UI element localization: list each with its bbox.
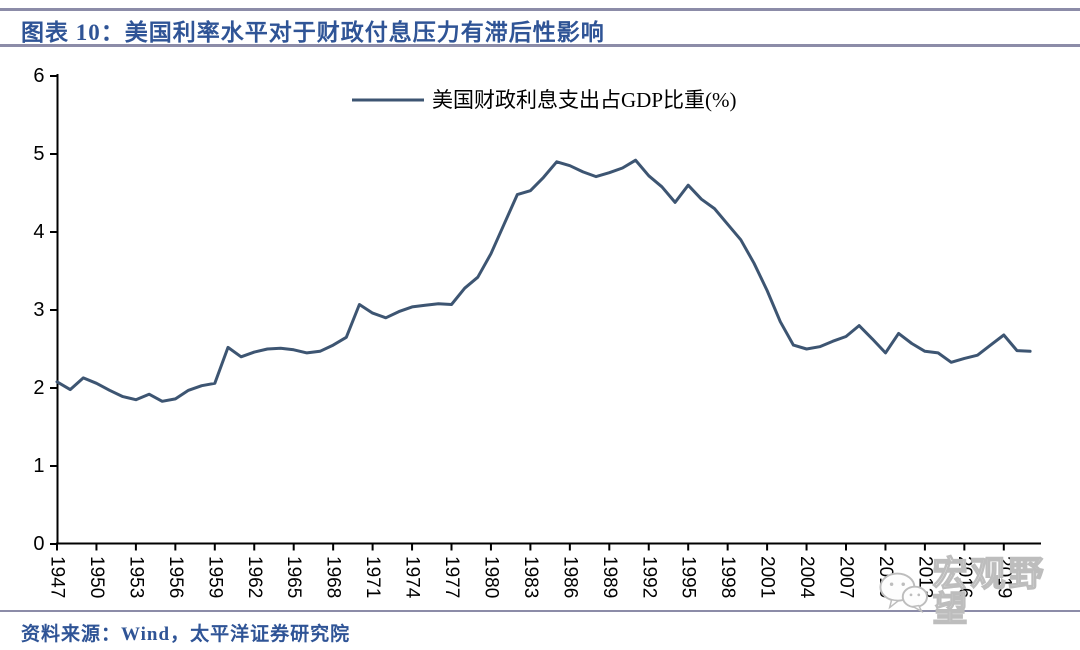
y-tick-label: 0 [33, 533, 44, 555]
y-axis: 0 1 2 3 4 5 6 [33, 65, 58, 555]
x-tick-label: 1980 [480, 556, 501, 598]
x-tick-label: 1986 [559, 556, 580, 598]
y-tick-label: 5 [33, 143, 44, 165]
header-rule-top [0, 8, 1080, 11]
figure-title: 图表 10：美国利率水平对于财政付息压力有滞后性影响 [21, 20, 605, 45]
x-tick-label: 1989 [599, 556, 620, 598]
x-tick-label: 1977 [441, 556, 462, 598]
y-tick-label: 2 [33, 377, 44, 399]
x-tick-label: 1956 [165, 556, 186, 598]
y-tick-label: 6 [33, 65, 44, 87]
header-rule-bottom [0, 44, 1080, 47]
series-line [55, 158, 1032, 403]
x-tick-label: 1968 [323, 556, 344, 598]
x-tick-label: 1974 [402, 556, 423, 599]
x-tick-label: 2019 [993, 556, 1014, 598]
x-tick-label: 1953 [125, 556, 146, 598]
y-tick-label: 3 [33, 299, 44, 321]
x-tick-label: 1995 [678, 556, 699, 598]
footer-rule [0, 610, 1080, 612]
x-tick-label: 2013 [914, 556, 935, 598]
x-tick-label: 2004 [796, 556, 817, 599]
y-tick-label: 4 [33, 221, 44, 243]
y-tick-label: 1 [33, 455, 44, 477]
x-tick-label: 1983 [520, 556, 541, 598]
source-note: 资料来源：Wind，太平洋证券研究院 [21, 624, 351, 645]
axes [56, 74, 1041, 545]
x-tick-label: 1998 [717, 556, 738, 598]
x-tick-label: 1959 [204, 556, 225, 598]
x-tick-label: 1971 [362, 556, 383, 598]
x-tick-label: 1947 [47, 556, 68, 598]
chart-legend: 美国财政利息支出占GDP比重(%) [352, 88, 737, 112]
x-tick-label: 1992 [638, 556, 659, 598]
x-tick-label: 2016 [954, 556, 975, 598]
legend-label: 美国财政利息支出占GDP比重(%) [432, 88, 737, 112]
x-axis: 1947 1950 1953 1956 1959 1962 1965 1968 1971 1974… [47, 543, 1014, 599]
x-tick-label: 2010 [875, 556, 896, 598]
x-tick-label: 1965 [283, 556, 304, 598]
x-tick-label: 1950 [86, 556, 107, 598]
x-tick-label: 2007 [836, 556, 857, 598]
x-tick-label: 2001 [757, 556, 778, 598]
x-tick-label: 1962 [244, 556, 265, 598]
